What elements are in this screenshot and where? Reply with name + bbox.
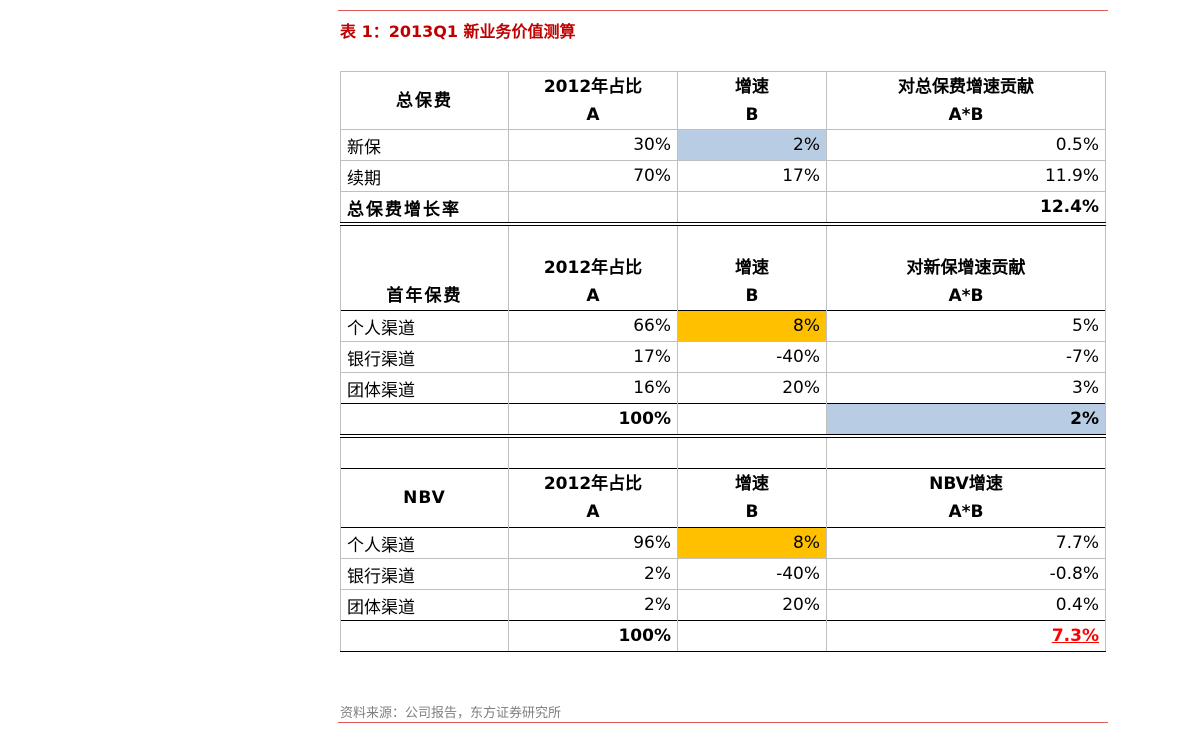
cell-a: 70%: [508, 160, 678, 192]
table-row: 银行渠道 17% -40% -7%: [340, 341, 1106, 373]
total-label: 总保费增长率: [340, 191, 509, 226]
cell-a: 2%: [508, 589, 678, 621]
table-title: 表 1：2013Q1 新业务价值测算: [340, 22, 576, 41]
table2-header-b: 增速 B: [677, 224, 827, 311]
cell-b: [677, 191, 827, 226]
total-label: [340, 403, 509, 438]
source-note: 资料来源：公司报告，东方证券研究所: [340, 706, 562, 721]
cell-b: -40%: [677, 341, 827, 373]
table-row: 个人渠道 96% 8% 7.7%: [340, 527, 1106, 559]
table-row: 个人渠道 66% 8% 5%: [340, 310, 1106, 342]
table2-header-c: 对新保增速贡献 A*B: [826, 224, 1106, 311]
table2-total-row: 100% 2%: [340, 403, 1106, 438]
cell-b: 8%: [677, 527, 827, 559]
cell-a: 66%: [508, 310, 678, 342]
cell-c: 7.7%: [826, 527, 1106, 559]
cell-a: 100%: [508, 403, 678, 438]
cell-c: 0.4%: [826, 589, 1106, 621]
row-label: 续期: [340, 160, 509, 192]
cell-a: 100%: [508, 620, 678, 652]
cell-b: 17%: [677, 160, 827, 192]
table-row: 银行渠道 2% -40% -0.8%: [340, 558, 1106, 590]
top-rule: [338, 10, 1108, 11]
total-label: [340, 620, 509, 652]
table1-header-row: 总保费 2012年占比 A 增速 B 对总保费增速贡献 A*B: [340, 71, 1106, 130]
table1-total-row: 总保费增长率 12.4%: [340, 191, 1106, 226]
spacer-cell: [340, 436, 509, 469]
row-label: 银行渠道: [340, 558, 509, 590]
table1-header-a: 2012年占比 A: [508, 71, 678, 130]
spacer-cell: [508, 436, 678, 469]
cell-b: [677, 403, 827, 438]
cell-b: -40%: [677, 558, 827, 590]
cell-b: 2%: [677, 129, 827, 161]
row-label: 团体渠道: [340, 372, 509, 404]
cell-a: 16%: [508, 372, 678, 404]
table3-total-row: 100% 7.3%: [340, 620, 1106, 652]
total-value: 2%: [826, 403, 1106, 438]
bottom-rule: [338, 722, 1108, 723]
spacer-row: [340, 436, 1106, 469]
table3-header-a: 2012年占比 A: [508, 468, 678, 528]
cell-a: 30%: [508, 129, 678, 161]
table1-header-b: 增速 B: [677, 71, 827, 130]
table2-header-a: 2012年占比 A: [508, 224, 678, 311]
total-value: 7.3%: [826, 620, 1106, 652]
cell-a: 96%: [508, 527, 678, 559]
cell-c: -0.8%: [826, 558, 1106, 590]
cell-a: 17%: [508, 341, 678, 373]
table-row: 团体渠道 2% 20% 0.4%: [340, 589, 1106, 621]
spacer-cell: [677, 436, 827, 469]
total-value: 12.4%: [826, 191, 1106, 226]
nbv-growth-total: 7.3%: [1051, 626, 1099, 646]
row-label: 个人渠道: [340, 310, 509, 342]
cell-c: 5%: [826, 310, 1106, 342]
table-row: 团体渠道 16% 20% 3%: [340, 372, 1106, 404]
table2-header-label: 首年保费: [340, 224, 509, 311]
nbv-estimate-table: 总保费 2012年占比 A 增速 B 对总保费增速贡献 A*B 新保 30% 2% 0…: [340, 71, 1106, 652]
table2-header-row: 首年保费 2012年占比 A 增速 B 对新保增速贡献 A*B: [340, 224, 1106, 311]
row-label: 银行渠道: [340, 341, 509, 373]
cell-b: 8%: [677, 310, 827, 342]
table1-header-label: 总保费: [340, 71, 509, 130]
table3-header-c: NBV增速 A*B: [826, 468, 1106, 528]
cell-a: [508, 191, 678, 226]
row-label: 个人渠道: [340, 527, 509, 559]
cell-b: 20%: [677, 372, 827, 404]
table3-header-b: 增速 B: [677, 468, 827, 528]
table3-header-label: NBV: [340, 468, 509, 528]
table-row: 新保 30% 2% 0.5%: [340, 129, 1106, 161]
cell-c: 11.9%: [826, 160, 1106, 192]
row-label: 团体渠道: [340, 589, 509, 621]
cell-c: 0.5%: [826, 129, 1106, 161]
table-row: 续期 70% 17% 11.9%: [340, 160, 1106, 192]
table3-header-row: NBV 2012年占比 A 增速 B NBV增速 A*B: [340, 468, 1106, 528]
cell-a: 2%: [508, 558, 678, 590]
spacer-cell: [826, 436, 1106, 469]
cell-c: -7%: [826, 341, 1106, 373]
cell-c: 3%: [826, 372, 1106, 404]
cell-b: [677, 620, 827, 652]
table1-header-c: 对总保费增速贡献 A*B: [826, 71, 1106, 130]
row-label: 新保: [340, 129, 509, 161]
cell-b: 20%: [677, 589, 827, 621]
